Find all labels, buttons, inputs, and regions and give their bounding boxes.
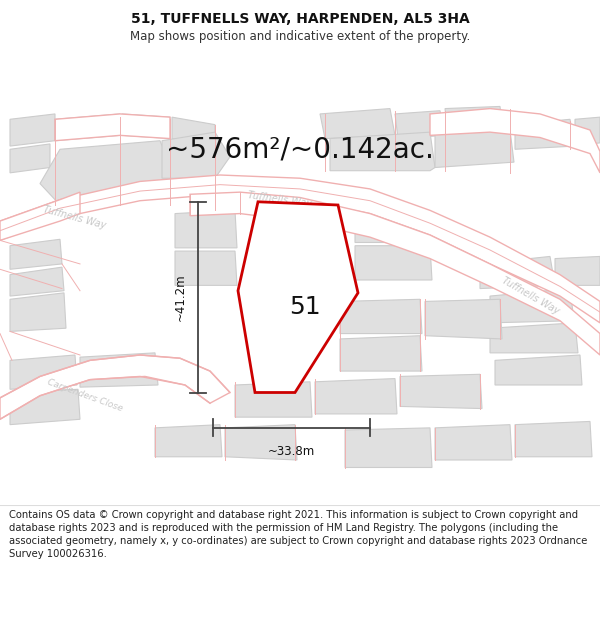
Text: Carpenders Close: Carpenders Close xyxy=(46,378,124,414)
Polygon shape xyxy=(355,246,432,280)
Polygon shape xyxy=(172,117,215,146)
Polygon shape xyxy=(0,175,600,323)
Polygon shape xyxy=(0,192,80,241)
Polygon shape xyxy=(10,267,64,296)
Text: Map shows position and indicative extent of the property.: Map shows position and indicative extent… xyxy=(130,30,470,43)
Polygon shape xyxy=(435,424,512,460)
Polygon shape xyxy=(490,323,578,353)
Polygon shape xyxy=(345,428,432,468)
Polygon shape xyxy=(340,299,422,334)
Polygon shape xyxy=(425,299,502,339)
Polygon shape xyxy=(190,192,600,355)
Polygon shape xyxy=(175,211,237,248)
Polygon shape xyxy=(395,111,445,139)
Text: Tuffnells Way: Tuffnells Way xyxy=(500,276,560,316)
Polygon shape xyxy=(10,389,80,424)
Polygon shape xyxy=(162,132,230,178)
Polygon shape xyxy=(435,130,514,168)
Polygon shape xyxy=(430,109,600,173)
Polygon shape xyxy=(55,114,170,141)
Polygon shape xyxy=(10,293,66,331)
Polygon shape xyxy=(10,239,62,269)
Text: 51: 51 xyxy=(289,295,321,319)
Polygon shape xyxy=(320,109,395,139)
Polygon shape xyxy=(225,424,297,460)
Text: ~576m²/~0.142ac.: ~576m²/~0.142ac. xyxy=(166,135,434,163)
Polygon shape xyxy=(555,256,600,286)
Polygon shape xyxy=(55,114,120,141)
Polygon shape xyxy=(400,374,482,409)
Polygon shape xyxy=(238,202,358,392)
Polygon shape xyxy=(515,421,592,457)
Polygon shape xyxy=(155,424,222,457)
Text: 51, TUFFNELLS WAY, HARPENDEN, AL5 3HA: 51, TUFFNELLS WAY, HARPENDEN, AL5 3HA xyxy=(131,12,469,26)
Polygon shape xyxy=(175,251,237,286)
Text: ~41.2m: ~41.2m xyxy=(173,273,187,321)
Polygon shape xyxy=(10,144,50,173)
Text: Contains OS data © Crown copyright and database right 2021. This information is : Contains OS data © Crown copyright and d… xyxy=(9,510,587,559)
Polygon shape xyxy=(480,256,555,289)
Polygon shape xyxy=(80,353,158,387)
Polygon shape xyxy=(40,141,175,205)
Text: ~33.8m: ~33.8m xyxy=(268,445,315,458)
Polygon shape xyxy=(10,355,77,389)
Polygon shape xyxy=(445,106,503,133)
Polygon shape xyxy=(315,379,397,414)
Text: Tuffnells Way: Tuffnells Way xyxy=(43,204,107,231)
Polygon shape xyxy=(330,132,435,171)
Polygon shape xyxy=(495,355,582,385)
Polygon shape xyxy=(0,355,230,419)
Text: Tuffnells Way: Tuffnells Way xyxy=(247,190,313,209)
Polygon shape xyxy=(235,382,312,417)
Polygon shape xyxy=(515,119,575,149)
Polygon shape xyxy=(355,214,432,243)
Polygon shape xyxy=(122,114,170,139)
Polygon shape xyxy=(340,336,422,371)
Polygon shape xyxy=(10,114,55,146)
Polygon shape xyxy=(490,289,574,323)
Polygon shape xyxy=(575,117,600,146)
